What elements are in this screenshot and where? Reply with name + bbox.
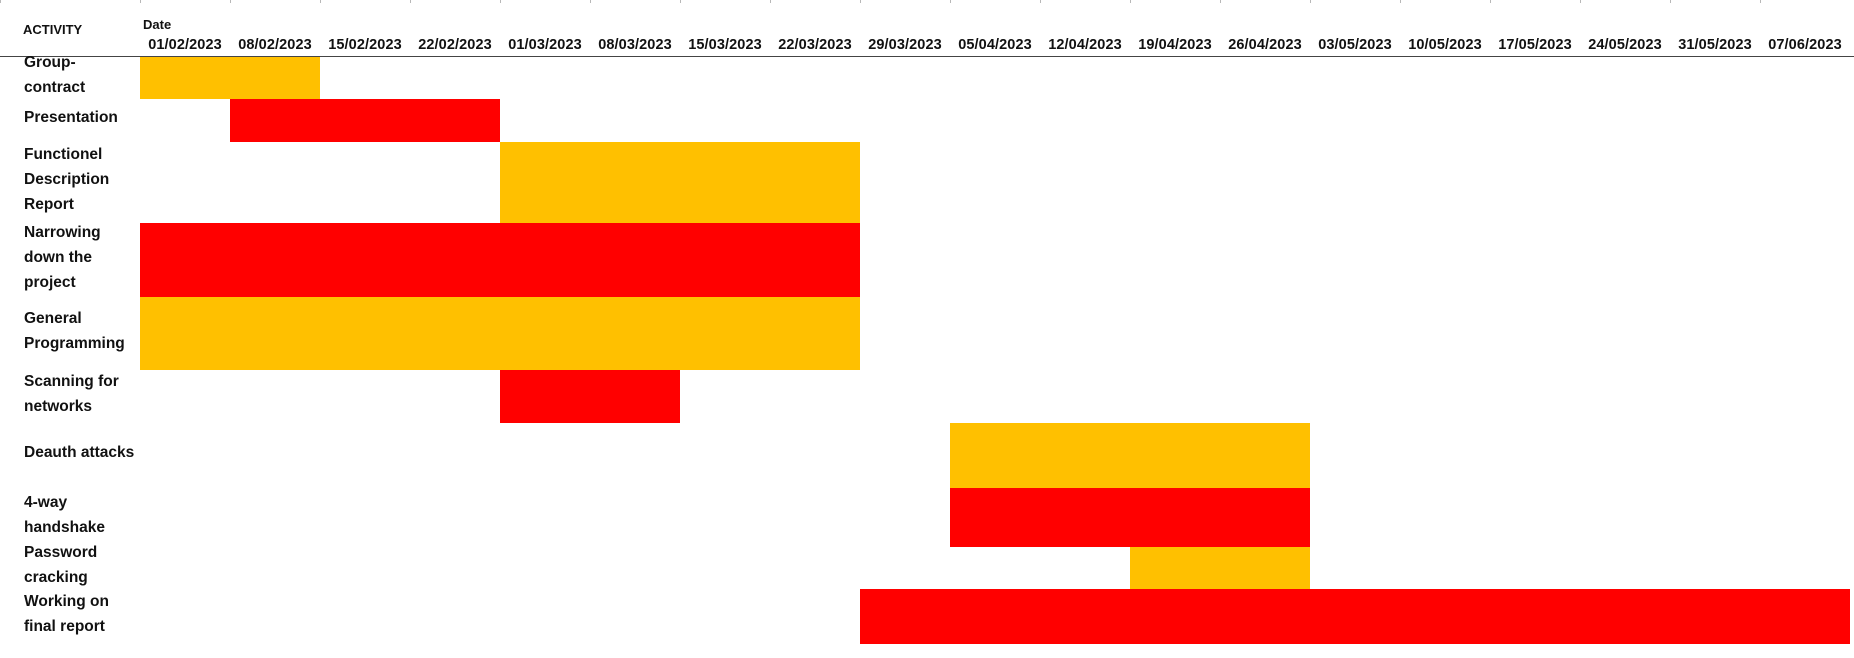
date-tick-label: 05/04/2023: [958, 37, 1032, 53]
column-tick-mark: [500, 0, 501, 3]
activity-label-line: handshake: [24, 518, 105, 536]
task-bar: [230, 99, 500, 142]
date-tick-label: 08/02/2023: [238, 37, 312, 53]
activity-label: Scanning for networks: [24, 364, 142, 423]
column-tick-mark: [1220, 0, 1221, 3]
column-tick-mark: [770, 0, 771, 3]
date-tick-label: 08/03/2023: [598, 37, 672, 53]
column-tick-mark: [1490, 0, 1491, 3]
column-tick-mark: [1670, 0, 1671, 3]
activity-label-line: down the: [24, 248, 93, 266]
activity-label-line: project: [24, 273, 76, 291]
activity-label: Functionel Description Report: [24, 136, 142, 223]
date-tick-label: 10/05/2023: [1408, 37, 1482, 53]
activity-label-line: 4-way: [24, 493, 68, 511]
column-tick-mark: [320, 0, 321, 3]
activity-label: Deauth attacks: [24, 417, 142, 488]
date-tick-label: 12/04/2023: [1048, 37, 1122, 53]
column-tick-mark: [1040, 0, 1041, 3]
task-bar: [140, 57, 320, 99]
date-tick-label: 01/03/2023: [508, 37, 582, 53]
date-tick-label: 15/03/2023: [688, 37, 762, 53]
column-tick-mark: [590, 0, 591, 3]
task-bar: [140, 223, 860, 297]
column-tick-mark: [1760, 0, 1761, 3]
task-bar: [860, 589, 1850, 644]
activity-label-line: Functionel: [24, 146, 103, 163]
date-tick-label: 19/04/2023: [1138, 37, 1212, 53]
date-tick-label: 17/05/2023: [1498, 37, 1572, 53]
activity-label-line: cracking: [24, 569, 88, 586]
activity-label-line: Working on: [24, 592, 109, 610]
column-tick-mark: [230, 0, 231, 3]
activity-label: Password cracking: [24, 541, 142, 589]
activity-label-line: final report: [24, 617, 105, 635]
task-bar: [140, 297, 860, 370]
column-tick-mark: [950, 0, 951, 3]
task-bar: [950, 423, 1310, 488]
date-tick-label: 24/05/2023: [1588, 37, 1662, 53]
column-tick-mark: [410, 0, 411, 3]
date-header: Date: [143, 17, 172, 32]
column-tick-mark: [860, 0, 861, 3]
activity-header: ACTIVITY: [23, 22, 83, 37]
activity-label-line: networks: [24, 397, 93, 415]
activity-label-line: General: [24, 309, 82, 327]
date-tick-label: 31/05/2023: [1678, 37, 1752, 53]
column-tick-mark: [140, 0, 141, 3]
task-bar: [500, 142, 860, 223]
column-tick-mark: [1310, 0, 1311, 3]
activity-label: Narrowing down the project: [24, 217, 142, 297]
activity-label-line: Password: [24, 544, 98, 561]
date-tick-label: 22/03/2023: [778, 37, 852, 53]
axis-line: [0, 56, 1854, 57]
task-bar: [1130, 547, 1310, 589]
column-tick-mark: [680, 0, 681, 3]
activity-label: Presentation: [24, 93, 142, 142]
activity-label-line: Report: [24, 196, 74, 213]
activity-label: General Programming: [24, 291, 142, 370]
activity-label: Group-contract: [24, 51, 142, 99]
activity-label-line: Group-: [24, 54, 76, 71]
column-tick-mark: [1400, 0, 1401, 3]
activity-label-line: Scanning for: [24, 372, 119, 390]
activity-label: Working on final report: [24, 583, 142, 644]
column-tick-mark: [1580, 0, 1581, 3]
activity-label-line: Programming: [24, 334, 125, 352]
activity-label: 4-way handshake: [24, 482, 142, 547]
task-bar: [950, 488, 1310, 547]
date-tick-label: 15/02/2023: [328, 37, 402, 53]
date-tick-label: 07/06/2023: [1768, 37, 1842, 53]
activity-label-line: Deauth attacks: [24, 444, 135, 461]
activity-label-line: Presentation: [24, 109, 118, 126]
activity-label-line: contract: [24, 79, 86, 96]
date-tick-label: 22/02/2023: [418, 37, 492, 53]
activity-label-line: Narrowing: [24, 223, 101, 241]
activity-label-line: Description: [24, 171, 110, 188]
date-tick-label: 29/03/2023: [868, 37, 942, 53]
column-tick-mark: [1130, 0, 1131, 3]
date-tick-label: 01/02/2023: [148, 37, 222, 53]
task-bar: [500, 370, 680, 423]
date-tick-label: 26/04/2023: [1228, 37, 1302, 53]
column-tick-mark: [0, 0, 1, 3]
date-tick-label: 03/05/2023: [1318, 37, 1392, 53]
